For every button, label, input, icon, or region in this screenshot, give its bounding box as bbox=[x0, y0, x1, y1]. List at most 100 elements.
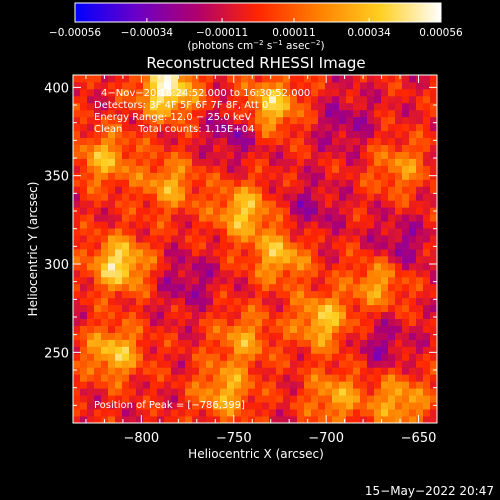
heatmap-cell bbox=[248, 249, 256, 257]
heatmap-cell bbox=[283, 151, 291, 159]
heatmap-cell bbox=[416, 193, 424, 201]
heatmap-cell bbox=[297, 144, 305, 152]
heatmap-cell bbox=[388, 95, 396, 104]
heatmap-cell bbox=[94, 249, 102, 257]
heatmap-cell bbox=[241, 151, 249, 159]
heatmap-cell bbox=[220, 388, 228, 396]
heatmap-cell bbox=[80, 88, 88, 97]
heatmap-cell bbox=[122, 290, 130, 299]
heatmap-cell bbox=[164, 416, 172, 423]
heatmap-cell bbox=[101, 402, 109, 410]
heatmap-cell bbox=[199, 367, 207, 375]
heatmap-cell bbox=[402, 75, 410, 83]
heatmap-cell bbox=[262, 172, 270, 180]
heatmap-cell bbox=[423, 165, 431, 173]
heatmap-cell bbox=[157, 88, 165, 97]
heatmap-cell bbox=[311, 193, 319, 201]
heatmap-cell bbox=[346, 297, 354, 306]
heatmap-cell bbox=[276, 207, 284, 215]
heatmap-cell bbox=[73, 200, 81, 208]
heatmap-cell bbox=[339, 395, 347, 403]
heatmap-cell bbox=[409, 388, 417, 396]
heatmap-cell bbox=[241, 255, 249, 264]
heatmap-cell bbox=[318, 235, 326, 243]
heatmap-cell bbox=[213, 339, 221, 347]
heatmap-cell bbox=[220, 339, 228, 347]
heatmap-cell bbox=[171, 255, 179, 264]
heatmap-cell bbox=[388, 360, 396, 368]
heatmap-cell bbox=[318, 137, 326, 145]
heatmap-cell bbox=[150, 255, 158, 264]
heatmap-cell bbox=[129, 360, 137, 368]
heatmap-cell bbox=[430, 116, 437, 125]
heatmap-cell bbox=[430, 360, 437, 368]
heatmap-cell bbox=[367, 158, 375, 166]
heatmap-cell bbox=[346, 262, 354, 271]
heatmap-cell bbox=[318, 332, 326, 340]
heatmap-cell bbox=[346, 95, 354, 104]
heatmap-cell bbox=[367, 290, 375, 299]
heatmap-cell bbox=[220, 242, 228, 250]
heatmap-cell bbox=[185, 346, 193, 354]
heatmap-cell bbox=[262, 75, 270, 83]
heatmap-cell bbox=[185, 276, 193, 285]
heatmap-cell bbox=[164, 332, 172, 340]
heatmap-cell bbox=[381, 165, 389, 173]
heatmap-cell bbox=[171, 304, 179, 313]
heatmap-cell bbox=[136, 151, 144, 159]
heatmap-cell bbox=[192, 269, 200, 278]
heatmap-cell bbox=[143, 123, 151, 132]
heatmap-cell bbox=[185, 123, 193, 132]
heatmap-cell bbox=[290, 304, 298, 313]
heatmap-cell bbox=[185, 381, 193, 389]
heatmap-cell bbox=[269, 311, 277, 319]
heatmap-cell bbox=[108, 311, 116, 319]
heatmap-cell bbox=[381, 290, 389, 299]
heatmap-cell bbox=[213, 242, 221, 250]
heatmap-cell bbox=[164, 339, 172, 347]
heatmap-cell bbox=[402, 346, 410, 354]
heatmap-cell bbox=[360, 88, 368, 97]
heatmap-cell bbox=[409, 228, 417, 236]
heatmap-cell bbox=[185, 395, 193, 403]
heatmap-cell bbox=[241, 242, 249, 250]
heatmap-cell bbox=[213, 318, 221, 326]
heatmap-cell bbox=[353, 165, 361, 173]
heatmap-cell bbox=[136, 339, 144, 347]
heatmap-cell bbox=[220, 221, 228, 229]
heatmap-cell bbox=[115, 221, 123, 229]
heatmap-cell bbox=[395, 165, 403, 173]
heatmap-cell bbox=[325, 242, 333, 250]
heatmap-cell bbox=[325, 262, 333, 271]
heatmap-cell bbox=[115, 332, 123, 340]
heatmap-cell bbox=[304, 255, 312, 264]
heatmap-cell bbox=[353, 388, 361, 396]
heatmap-cell bbox=[374, 109, 382, 118]
heatmap-cell bbox=[73, 325, 81, 333]
heatmap-cell bbox=[381, 221, 389, 229]
heatmap-cell bbox=[220, 297, 228, 306]
heatmap-cell bbox=[332, 179, 340, 187]
heatmap-cell bbox=[206, 269, 214, 278]
heatmap-cell bbox=[87, 137, 95, 145]
heatmap-cell bbox=[262, 207, 270, 215]
heatmap-cell bbox=[409, 214, 417, 222]
heatmap-cell bbox=[129, 395, 137, 403]
heatmap-cell bbox=[101, 158, 109, 166]
heatmap-cell bbox=[143, 221, 151, 229]
heatmap-cell bbox=[395, 144, 403, 152]
heatmap-cell bbox=[262, 255, 270, 264]
heatmap-cell bbox=[227, 325, 235, 333]
heatmap-cell bbox=[227, 297, 235, 306]
heatmap-cell bbox=[227, 262, 235, 271]
heatmap-cell bbox=[304, 242, 312, 250]
heatmap-cell bbox=[73, 409, 81, 417]
heatmap-cell bbox=[388, 109, 396, 118]
heatmap-cell bbox=[80, 255, 88, 264]
colorbar-tick-label: −0.00011 bbox=[196, 27, 248, 39]
heatmap-cell bbox=[185, 221, 193, 229]
heatmap-cell bbox=[87, 262, 95, 271]
heatmap-cell bbox=[234, 116, 242, 125]
heatmap-cell bbox=[416, 228, 424, 236]
heatmap-cell bbox=[388, 339, 396, 347]
